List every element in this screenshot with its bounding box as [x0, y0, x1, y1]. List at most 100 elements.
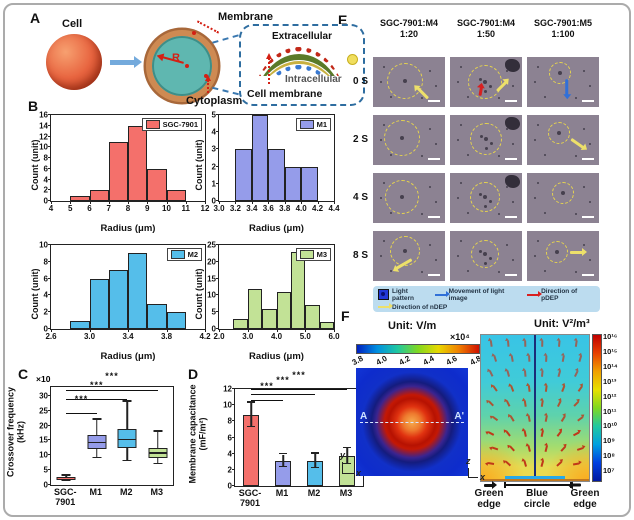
y-tick [232, 485, 235, 486]
median-line [118, 438, 136, 441]
debris-dot [537, 66, 540, 68]
significance-line [251, 394, 315, 396]
y-tick-label: 0 [43, 324, 48, 334]
scale-bar [505, 215, 517, 218]
y-tick-label: 10 [39, 450, 48, 460]
error-cap [343, 446, 351, 449]
debris-dot [467, 270, 470, 272]
debris-dot [383, 66, 386, 68]
membrane-pointer [196, 20, 220, 34]
x-tick [51, 201, 52, 204]
hist-bar [305, 305, 320, 329]
debris-dot [497, 155, 500, 157]
y-tick-label: 0 [211, 196, 216, 206]
debris-dot [420, 271, 423, 273]
hist-bar [262, 308, 277, 329]
y-tick-label: 14 [39, 121, 48, 131]
x-tick [166, 201, 168, 204]
debris-dot [460, 124, 463, 126]
whisker-cap [92, 418, 102, 420]
y-tick [216, 260, 219, 262]
error-bar [314, 453, 316, 469]
x-tick-label: 2.6 [45, 332, 57, 341]
row-time-label: 8 S [353, 250, 369, 261]
y-tick-label: 0 [227, 481, 232, 491]
panel-label-e: E [338, 12, 348, 28]
y-tick [48, 200, 51, 201]
significance-label: *** [292, 369, 306, 380]
debris-dot [460, 66, 463, 68]
debris-dot [588, 84, 591, 87]
x-tick-label: 3.4 [246, 204, 258, 213]
debris-dot [429, 128, 432, 130]
y-tick [48, 454, 51, 456]
light-pattern-circle [469, 182, 500, 212]
y-tick [48, 277, 51, 279]
y-tick-label: 12 [223, 384, 232, 394]
x-tick-label: 2.0 [213, 332, 225, 341]
cell-membrane-pointer [265, 53, 272, 84]
debris-dot [429, 70, 432, 72]
cell-illustration [46, 34, 102, 90]
micro-cell [527, 173, 599, 223]
cell-dot [484, 137, 488, 141]
x-tick [147, 201, 149, 204]
x-tick-label: 3.6 [262, 204, 274, 213]
x-tick-label: 5 [68, 204, 73, 213]
yellow-arrow [570, 248, 588, 256]
legend: M1 [295, 118, 331, 131]
plot-area: 4 5 6 7 8 9 10 11 12 0 2 4 6 8 10 12 14 16 SGC-7901 [39, 111, 209, 214]
cell-dot [478, 250, 482, 253]
y-axis-label: Count (unit) [193, 268, 204, 320]
debris-dot [457, 139, 460, 141]
membrane-inset: Extracellular Intracellular Cell membran… [239, 24, 365, 106]
legend-swatch [145, 120, 160, 129]
y-tick [48, 484, 51, 485]
x-tick-label: 6.0 [328, 332, 340, 341]
blue-arrow-icon [434, 290, 450, 297]
light-pattern-circle [470, 123, 502, 155]
x-tick [251, 201, 253, 204]
y-tick-label: 0 [43, 196, 48, 206]
debris-dot [544, 154, 547, 156]
cell-membrane-label: Cell membrane [247, 88, 323, 100]
debris-dot [511, 84, 514, 87]
y-tick-label: 25 [39, 406, 48, 416]
debris-dot [390, 270, 393, 272]
whisker-cap [153, 430, 163, 432]
panel-label-a: A [30, 10, 41, 26]
light-pattern-icon [378, 289, 389, 300]
membrane-dot [192, 31, 196, 35]
cell-dot [483, 262, 487, 265]
y-tick-label: 15 [39, 435, 48, 445]
significance-line [66, 390, 158, 392]
cytoplasm-dot [204, 74, 208, 78]
y-tick [48, 328, 51, 329]
debris-dot [583, 128, 586, 130]
center-dot [185, 64, 189, 68]
category-label: SGC- 7901 [238, 488, 262, 508]
hist-bar [284, 166, 302, 201]
debris-dot [457, 197, 460, 199]
plot-area: 2.0 3.0 4.0 5.0 6.0 0 5 10 15 20 25 M3 [207, 241, 339, 342]
category-label: SGC- 7901 [54, 487, 77, 507]
x-tick [205, 201, 206, 204]
x-tick [185, 201, 187, 204]
significance-label: *** [276, 375, 290, 386]
hist-bar [108, 270, 128, 329]
legend-item: Direction of pDEP [527, 288, 595, 302]
histogram-m1: 3.0 3.2 3.4 3.6 3.8 4.0 4.2 4.4 0 1 2 3 4 5 M1 Radius (… [192, 106, 340, 236]
inset-connector-bottom [212, 86, 239, 96]
y-tick [48, 135, 51, 137]
x-tick-label: 4.2 [312, 204, 324, 213]
significance-line [251, 388, 347, 390]
debris-dot [544, 270, 547, 272]
debris-dot [506, 70, 509, 72]
x-tick-label: 4.2 [199, 332, 211, 341]
cell-dot [483, 90, 487, 93]
y-tick [216, 244, 219, 245]
y-tick-label: 5 [43, 465, 48, 475]
debris-dot [544, 96, 547, 98]
y-tick-label: 10 [39, 142, 48, 152]
debris-dot [537, 182, 540, 184]
